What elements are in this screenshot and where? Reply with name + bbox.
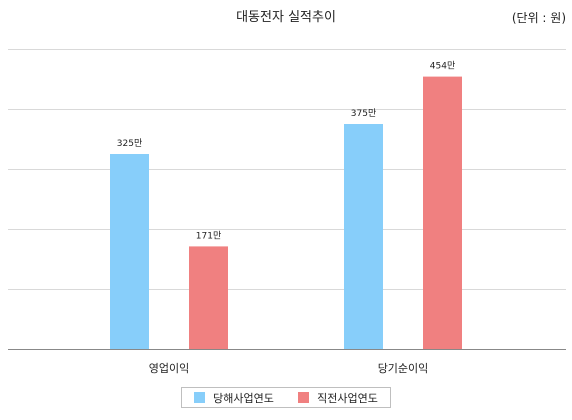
bar-current-0	[110, 154, 149, 349]
bar-current-1	[344, 124, 383, 349]
data-label: 375만	[351, 108, 376, 119]
bar-previous-1	[423, 76, 462, 349]
data-label: 325만	[117, 138, 142, 149]
chart-title: 대동전자 실적추이	[236, 10, 336, 25]
legend-label-previous: 직전사업연도	[317, 391, 378, 405]
legend-item-previous[interactable]: 직전사업연도	[298, 390, 378, 406]
unit-label: (단위 : 원)	[511, 11, 566, 25]
bar-previous-0	[189, 246, 228, 349]
data-label: 454만	[430, 61, 455, 72]
legend-swatch-current	[194, 392, 206, 403]
legend-item-current[interactable]: 당해사업연도	[194, 390, 274, 406]
legend-swatch-previous	[298, 392, 310, 403]
data-label: 171만	[196, 230, 221, 241]
legend-label-current: 당해사업연도	[213, 391, 274, 405]
x-tick-label: 영업이익	[149, 362, 189, 375]
legend: 당해사업연도 직전사업연도	[181, 387, 391, 408]
x-tick-label: 당기순이익	[378, 362, 429, 375]
